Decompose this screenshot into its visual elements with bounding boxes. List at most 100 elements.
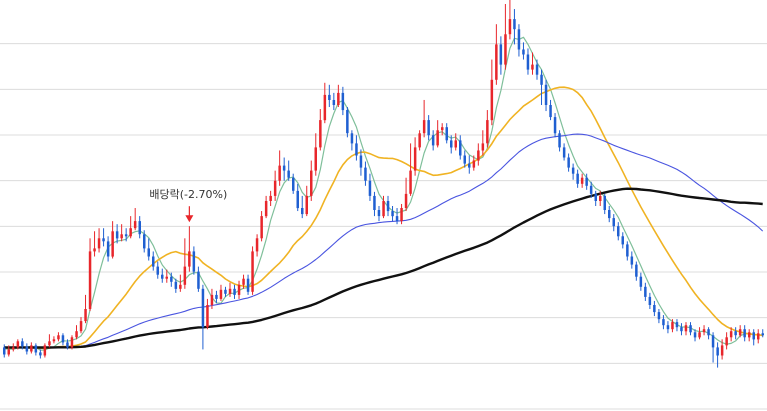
- candle-body: [513, 19, 516, 30]
- candle-body: [3, 347, 6, 355]
- candle: [373, 191, 376, 217]
- candle: [364, 161, 367, 186]
- candle-body: [52, 339, 56, 342]
- candle-body: [210, 294, 214, 305]
- candle-body: [662, 319, 665, 326]
- candle-body: [395, 216, 399, 222]
- candle: [612, 214, 615, 232]
- candle: [84, 294, 87, 324]
- candle-body: [61, 335, 65, 343]
- candle-body: [752, 332, 755, 340]
- candle-body: [707, 329, 710, 336]
- candle-body: [459, 140, 462, 156]
- candle: [463, 150, 466, 168]
- candle-body: [603, 195, 606, 210]
- candle-body: [626, 244, 629, 257]
- candle: [644, 282, 647, 301]
- candle-body: [34, 345, 38, 353]
- candle: [183, 238, 187, 289]
- candle-body: [544, 84, 548, 105]
- candle-body: [422, 120, 426, 134]
- candle: [693, 329, 697, 342]
- candle: [133, 208, 137, 231]
- candle: [486, 110, 489, 148]
- candle: [337, 84, 340, 108]
- candle-body: [319, 120, 322, 148]
- candle-body: [301, 208, 304, 215]
- candle-body: [183, 266, 187, 285]
- candle-body: [391, 211, 394, 217]
- candle-body: [738, 329, 742, 336]
- candle-body: [282, 165, 286, 171]
- candle: [314, 133, 317, 176]
- candle: [698, 327, 701, 340]
- candle-body: [170, 276, 173, 282]
- candle-body: [48, 341, 51, 346]
- candle: [459, 135, 462, 160]
- ma-mid-line: [4, 86, 763, 350]
- candle: [666, 321, 670, 334]
- candle: [662, 315, 665, 330]
- candle: [445, 123, 448, 144]
- candle: [97, 228, 101, 253]
- candle-body: [129, 228, 132, 237]
- candle: [639, 272, 643, 291]
- candle: [382, 195, 385, 219]
- candle-body: [278, 165, 281, 181]
- candle: [540, 69, 543, 105]
- candle: [454, 133, 457, 151]
- candle-body: [418, 133, 421, 148]
- candle-body: [725, 337, 728, 346]
- candle-body: [562, 147, 566, 158]
- candle: [702, 325, 706, 336]
- candle-body: [666, 325, 670, 330]
- candle: [34, 343, 38, 356]
- candle-body: [617, 226, 620, 237]
- candle-body: [517, 29, 521, 50]
- candle-body: [233, 288, 236, 295]
- candle-body: [152, 256, 155, 267]
- candle: [120, 224, 123, 242]
- candle: [368, 173, 372, 201]
- candle-body: [21, 341, 24, 347]
- candle: [115, 224, 119, 244]
- candle-body: [70, 337, 74, 348]
- candle: [761, 329, 764, 338]
- candle-body: [431, 135, 435, 146]
- candle: [228, 282, 232, 297]
- candle-body: [310, 170, 313, 196]
- candle: [197, 266, 200, 292]
- candle: [269, 190, 272, 206]
- candle: [630, 251, 634, 269]
- candle: [282, 157, 286, 181]
- candle-body: [671, 322, 674, 330]
- candle-body: [648, 296, 652, 305]
- candle-body: [305, 195, 308, 215]
- candle-body: [350, 133, 354, 144]
- candle-body: [242, 278, 245, 285]
- candle-body: [630, 256, 634, 265]
- candle-body: [206, 305, 209, 328]
- candle-body: [702, 329, 706, 333]
- candle: [481, 130, 485, 156]
- candle: [341, 86, 345, 116]
- ma-xlong-line: [4, 187, 763, 349]
- candle-body: [75, 331, 78, 338]
- candle-body: [115, 231, 119, 239]
- candle: [689, 322, 692, 336]
- candle: [499, 36, 503, 75]
- candle: [174, 278, 178, 293]
- candle: [161, 268, 164, 283]
- candle: [436, 120, 439, 148]
- candle: [517, 24, 521, 57]
- candle-body: [346, 110, 349, 134]
- candle: [707, 327, 710, 340]
- candle: [585, 173, 588, 190]
- candle: [526, 48, 530, 75]
- candle: [48, 334, 51, 348]
- candle: [549, 99, 552, 121]
- candle-body: [612, 218, 615, 227]
- candle-body: [553, 117, 557, 134]
